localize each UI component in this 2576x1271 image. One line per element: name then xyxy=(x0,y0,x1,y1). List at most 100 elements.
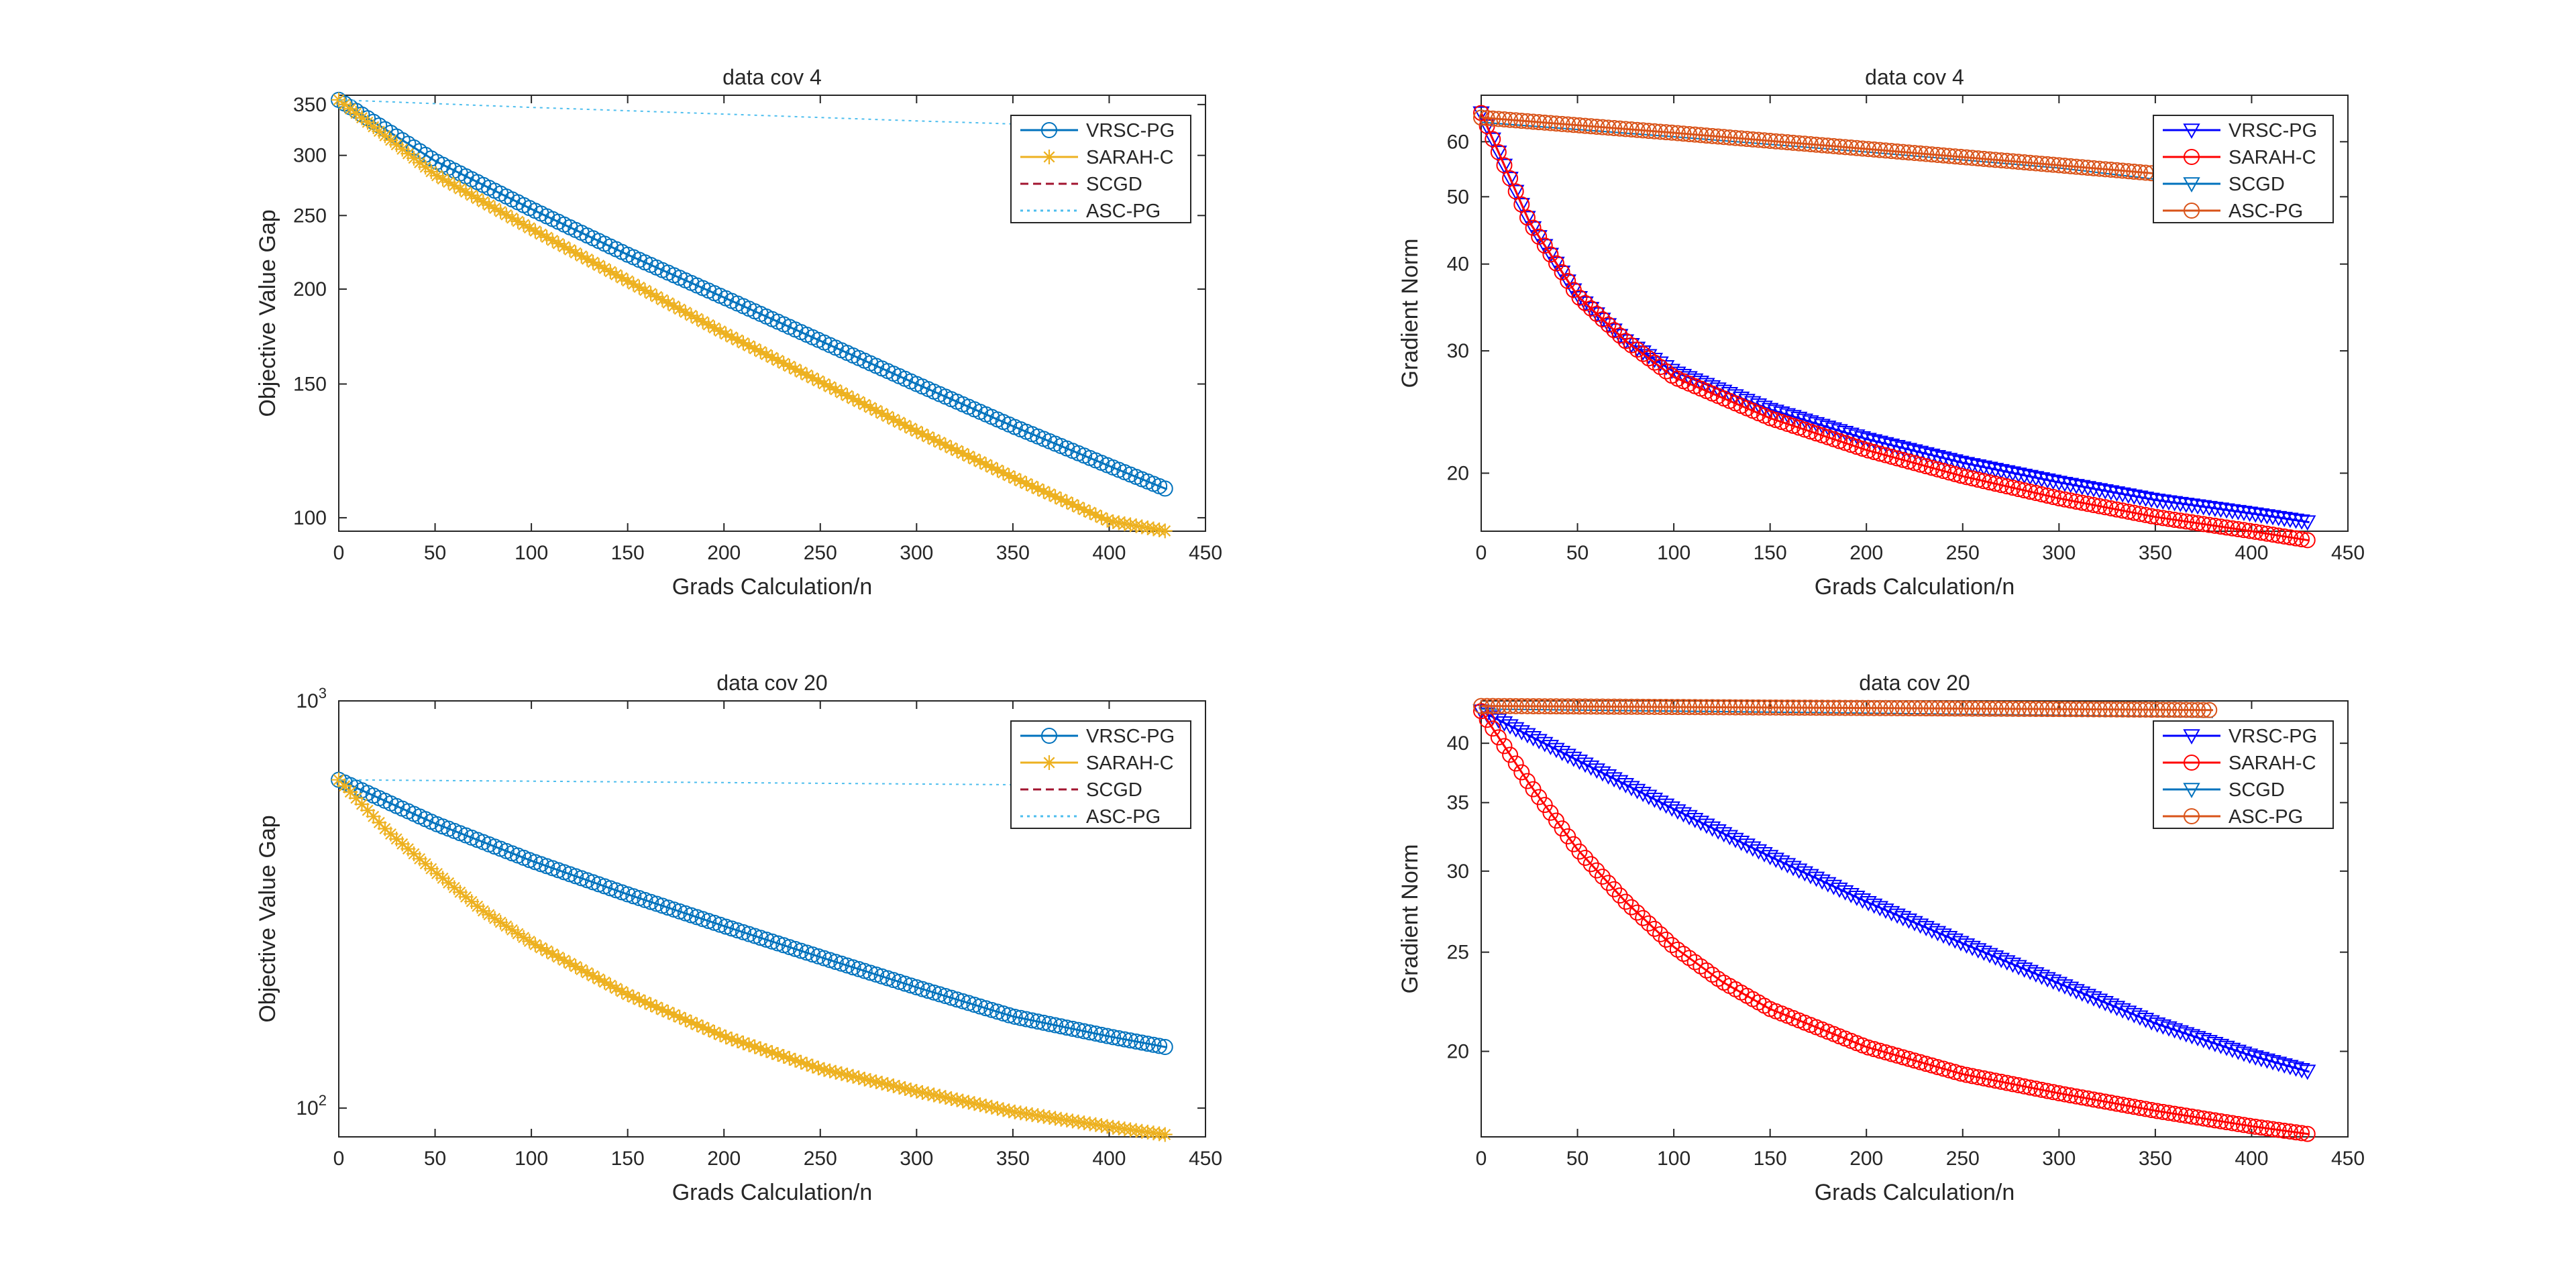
data-point xyxy=(2062,492,2079,509)
data-point xyxy=(2114,1097,2131,1113)
data-point xyxy=(597,261,612,276)
data-point xyxy=(2235,506,2253,521)
data-point xyxy=(1819,137,1836,154)
legend-entry: SARAH-C xyxy=(1020,753,1174,774)
data-point xyxy=(938,1090,953,1105)
data-point xyxy=(1122,1032,1139,1049)
data-point xyxy=(1958,1066,1975,1083)
y-tick-label: 20 xyxy=(1447,462,1469,484)
y-tick-label: 350 xyxy=(293,94,327,116)
data-point xyxy=(1507,755,1524,772)
data-point xyxy=(747,341,763,356)
data-point xyxy=(2224,1115,2241,1131)
legend: VRSC-PG SARAH-C SCGD ASC-PG xyxy=(2153,720,2334,829)
data-point xyxy=(1490,144,1507,160)
data-point xyxy=(1542,115,1559,131)
data-point xyxy=(690,1017,705,1032)
data-point xyxy=(1479,712,1495,728)
data-point xyxy=(631,992,647,1007)
legend-entry: SARAH-C xyxy=(2163,147,2316,168)
data-point xyxy=(1993,700,2010,717)
data-point xyxy=(1860,442,1877,459)
data-point xyxy=(574,962,589,977)
data-point xyxy=(1981,1071,1998,1088)
legend-label: SARAH-C xyxy=(2229,147,2316,168)
data-point xyxy=(2033,1081,2050,1098)
data-point xyxy=(1981,474,1998,491)
data-point xyxy=(1513,196,1530,213)
data-point xyxy=(2027,967,2045,983)
data-point xyxy=(1496,157,1513,174)
data-point xyxy=(2143,1015,2160,1031)
data-point xyxy=(1582,302,1600,317)
data-point xyxy=(2265,1121,2282,1138)
x-tick-label: 400 xyxy=(2235,542,2268,564)
data-point xyxy=(1594,698,1611,715)
data-point xyxy=(2299,1064,2316,1081)
data-point xyxy=(1507,183,1524,200)
data-point xyxy=(712,323,728,339)
data-point xyxy=(2178,1027,2195,1043)
series-line xyxy=(338,779,1032,786)
data-point xyxy=(2045,701,2061,718)
data-point xyxy=(1623,698,1640,715)
data-point xyxy=(498,918,514,934)
data-point xyxy=(637,995,653,1010)
data-point xyxy=(1993,477,2010,494)
data-point xyxy=(1640,915,1657,932)
data-point xyxy=(701,1022,716,1038)
data-point xyxy=(481,907,496,922)
data-point xyxy=(1710,128,1727,145)
data-point xyxy=(1111,1120,1126,1136)
data-point xyxy=(718,1030,734,1045)
series-sarah-c xyxy=(331,92,1173,539)
data-point xyxy=(2097,1093,2114,1110)
data-point xyxy=(1721,699,1738,716)
legend-box xyxy=(2153,720,2334,829)
data-point xyxy=(331,92,346,107)
data-point xyxy=(2090,483,2108,499)
series-asc-pg xyxy=(338,99,1013,125)
legend-label: SCGD xyxy=(1086,174,1142,195)
data-point xyxy=(1623,899,1640,916)
data-point xyxy=(1007,1104,1022,1119)
data-point xyxy=(2004,466,2022,482)
data-point xyxy=(1935,928,1952,944)
data-point xyxy=(1071,500,1086,515)
data-point xyxy=(1495,716,1513,732)
data-point xyxy=(1888,908,1906,924)
data-point xyxy=(1778,858,1796,874)
data-point xyxy=(2190,515,2206,532)
data-point xyxy=(1738,394,1756,410)
data-point xyxy=(1744,396,1762,412)
data-point xyxy=(1053,1111,1069,1127)
data-point xyxy=(1906,916,1923,932)
data-point xyxy=(1715,129,1732,146)
subplot-title: data cov 4 xyxy=(722,65,822,89)
data-point xyxy=(1111,515,1126,531)
legend-entry: VRSC-PG xyxy=(1020,120,1175,142)
y-tick-label: 102 xyxy=(296,1092,327,1119)
series-asc-pg xyxy=(338,779,1032,786)
data-point xyxy=(464,188,480,203)
data-point xyxy=(944,1091,959,1106)
data-point xyxy=(516,930,531,945)
data-point xyxy=(1513,113,1530,129)
data-point xyxy=(1559,274,1576,290)
data-point xyxy=(1128,1033,1144,1050)
data-point xyxy=(2061,981,2080,997)
data-point xyxy=(978,1098,994,1113)
data-point xyxy=(1981,948,1998,964)
data-point xyxy=(2114,502,2131,519)
data-point xyxy=(568,245,584,261)
data-point xyxy=(2102,998,2120,1014)
data-point xyxy=(1704,699,1721,716)
data-point xyxy=(816,1062,832,1077)
data-point xyxy=(2137,506,2154,523)
data-point xyxy=(2224,1042,2241,1058)
data-point xyxy=(949,443,965,458)
data-point xyxy=(423,861,439,877)
data-point xyxy=(1907,700,1923,717)
data-point xyxy=(2166,702,2183,718)
data-point xyxy=(1992,463,2010,480)
